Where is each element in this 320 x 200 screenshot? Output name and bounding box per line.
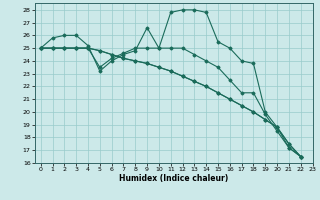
X-axis label: Humidex (Indice chaleur): Humidex (Indice chaleur): [119, 174, 228, 183]
